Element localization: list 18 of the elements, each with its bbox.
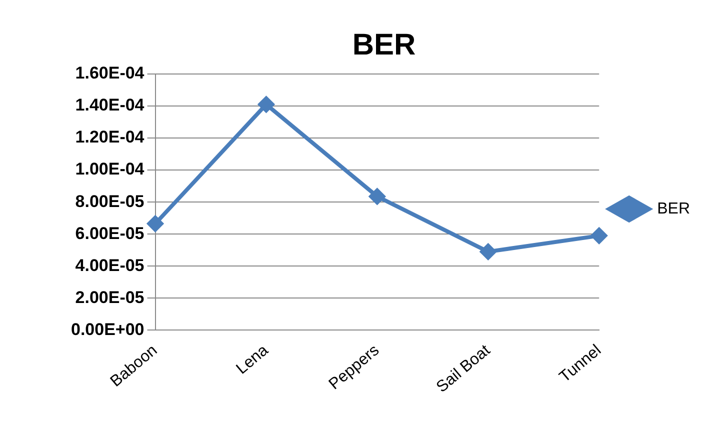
- y-tick-label: 2.00E-05: [75, 288, 144, 307]
- y-tick-label: 1.00E-04: [75, 160, 145, 179]
- y-tick-label: 0.00E+00: [70, 320, 144, 339]
- point: [480, 244, 496, 260]
- y-tick-label: 6.00E-05: [75, 224, 144, 243]
- y-tick-label: 8.00E-05: [75, 192, 144, 211]
- legend-label: BER: [657, 200, 690, 218]
- y-tick-label: 1.60E-04: [75, 64, 145, 83]
- point: [147, 216, 164, 232]
- y-tick-label: 4.00E-05: [75, 256, 144, 275]
- x-tick-label: Sail Boat: [434, 342, 494, 396]
- point: [258, 96, 274, 112]
- point: [369, 188, 386, 204]
- x-tick-label: Lena: [233, 342, 272, 378]
- chart-title: BER: [352, 28, 416, 62]
- y-tick-label: 1.40E-04: [75, 96, 145, 115]
- y-tick-label: 1.20E-04: [75, 128, 145, 147]
- point: [591, 228, 608, 244]
